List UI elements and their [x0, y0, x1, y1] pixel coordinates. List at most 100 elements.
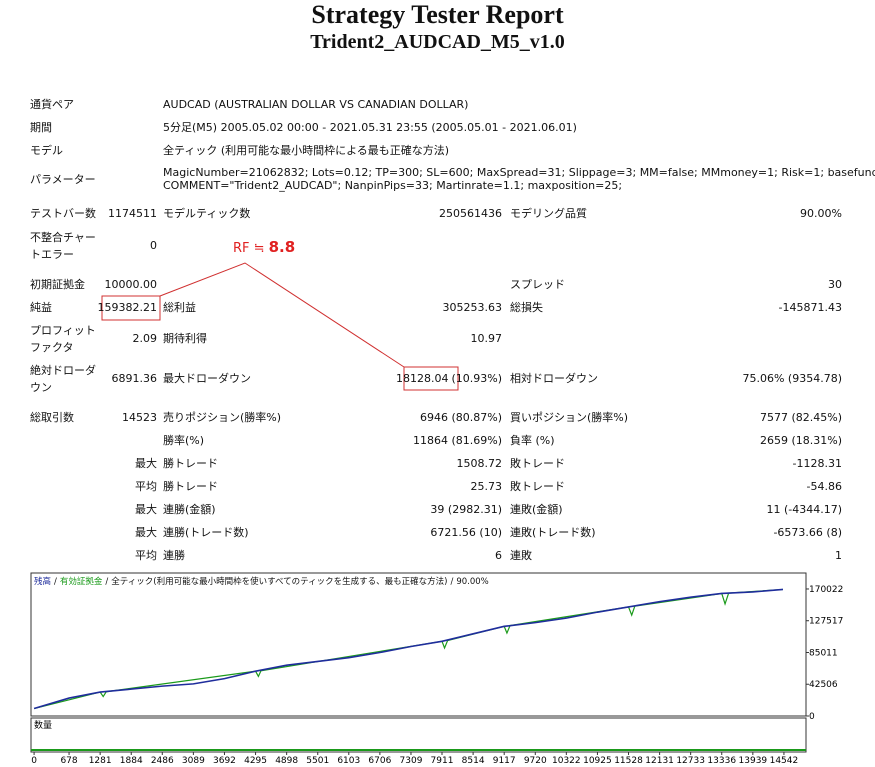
plot-frame [30, 572, 807, 717]
info-label: モデル [30, 144, 63, 157]
x-tick-label: 3089 [182, 756, 205, 766]
x-tick-label: 0 [31, 756, 37, 766]
stat-label: 連勝(金額) [163, 503, 216, 516]
x-tick-label: 2486 [151, 756, 174, 766]
stat-label: 勝トレード [163, 457, 218, 470]
stat-value-main: 6 [495, 549, 502, 562]
stat-value: 1 [835, 549, 842, 562]
stat-value: 90.00% [800, 207, 842, 220]
volume-frame [30, 717, 807, 753]
x-tick-label: 6706 [368, 756, 391, 766]
stat-label: 連勝(トレード数) [163, 526, 249, 539]
annotation: RF ≒ 8.8 [233, 239, 295, 257]
stat-value-main: 1508.72 [456, 457, 503, 470]
x-tick-label: 10322 [552, 756, 581, 766]
x-tick-label: 7911 [431, 756, 454, 766]
stat-value: 2.09 [132, 332, 158, 345]
stat-value: 6721.56 (10) [300, 525, 502, 541]
x-tick-label: 12131 [645, 756, 674, 766]
annotation-value: 8.8 [268, 238, 296, 256]
stat-label: スプレッド [510, 278, 565, 291]
info-label: 通貨ペア [30, 98, 74, 111]
stat-value: 最大 [135, 526, 157, 539]
legend-item: 有効証拠金 [60, 576, 103, 587]
y-tick-label: 42506 [809, 680, 838, 690]
series-line [33, 588, 783, 710]
x-tick-label: 11528 [614, 756, 643, 766]
stat-label: 絶対ドローダウン [30, 364, 96, 394]
stat-value: 6 [300, 548, 502, 564]
stat-value: 30 [828, 278, 842, 291]
stat-value-extra: (10.93%) [451, 372, 502, 385]
stat-label: 期待利得 [163, 332, 207, 345]
stat-value-main: 250561436 [439, 207, 502, 220]
stat-value: 11 (-4344.17) [766, 503, 842, 516]
legend: 残高 / 有効証拠金 / 全ティック(利用可能な最小時間枠を使いすべてのティックを生成す… [34, 576, 489, 587]
stat-value: 平均 [135, 549, 157, 562]
x-tick-label: 14542 [770, 756, 799, 766]
subtitle: Trident2_AUDCAD_M5_v1.0 [310, 31, 565, 53]
stat-value: 6891.36 [111, 372, 158, 385]
stat-value: 75.06% (9354.78) [742, 372, 842, 385]
x-tick-label: 1884 [120, 756, 143, 766]
highlight-box [403, 366, 459, 391]
legend-item: / [105, 577, 108, 587]
stat-label: 純益 [30, 301, 52, 314]
info-value: 全ティック (利用可能な最小時間枠による最も正確な方法) [163, 144, 450, 157]
info-label: パラメーター [30, 173, 96, 186]
legend-item: 残高 [34, 576, 51, 587]
x-tick-label: 7309 [400, 756, 423, 766]
stat-value: 6946 (80.87%) [300, 410, 502, 426]
stat-value-main: 11864 (81.69%) [412, 434, 502, 447]
parameter-line: MagicNumber=21062832; Lots=0.12; TP=300;… [163, 166, 875, 179]
y-tick-label: 0 [809, 712, 815, 722]
stat-value-main: 6946 (80.87%) [419, 411, 502, 424]
stat-label: 売りポジション(勝率%) [163, 411, 282, 424]
legend-item: / [450, 577, 453, 587]
legend-item: / [54, 577, 57, 587]
stat-value: -145871.43 [778, 301, 842, 314]
x-tick-label: 6103 [337, 756, 360, 766]
stat-label: 不整合チャートエラー [30, 231, 96, 261]
stat-value: 最大 [135, 503, 157, 516]
x-tick-label: 13336 [707, 756, 736, 766]
stat-value: 18128.04 (10.93%) [300, 371, 502, 387]
stat-label: 連敗(金額) [510, 503, 563, 516]
y-tick-label: 170022 [809, 585, 843, 595]
stat-label: 連敗 [510, 549, 532, 562]
stat-value: 25.73 [300, 479, 503, 495]
stat-value: 159382.21 [97, 301, 158, 314]
info-label: 期間 [30, 121, 52, 134]
stat-value-main: 25.73 [470, 480, 503, 493]
stat-value: 1174511 [108, 207, 157, 220]
stat-value: 11864 (81.69%) [300, 433, 502, 449]
stat-value: 平均 [135, 480, 157, 493]
x-tick-label: 4295 [244, 756, 267, 766]
x-tick-label: 8514 [462, 756, 485, 766]
stat-label: 相対ドローダウン [510, 372, 598, 385]
stat-value: 0 [150, 239, 157, 252]
x-tick-label: 12733 [676, 756, 705, 766]
stat-value: 305253.63 [300, 300, 503, 316]
x-tick-label: 4898 [275, 756, 298, 766]
stat-label: モデルティック数 [163, 207, 251, 220]
stat-value-main: 6721.56 (10) [430, 526, 502, 539]
stat-value: -54.86 [806, 480, 842, 493]
stat-label: 最大ドローダウン [163, 372, 251, 385]
series-line [33, 588, 784, 710]
stat-value: 39 (2982.31) [300, 502, 502, 518]
stat-label: 総取引数 [30, 411, 74, 424]
stat-label: 連勝 [163, 549, 185, 562]
x-tick-label: 678 [60, 756, 77, 766]
stat-label: テストバー数 [30, 207, 96, 220]
info-value: AUDCAD (AUSTRALIAN DOLLAR VS CANADIAN DO… [163, 98, 469, 111]
stat-label: 負率 (%) [510, 434, 555, 447]
stat-value: 1508.72 [300, 456, 503, 472]
x-tick-label: 3692 [213, 756, 236, 766]
parameter-line: COMMENT="Trident2_AUDCAD"; NanpinPips=33… [163, 179, 623, 192]
stat-label: 初期証拠金 [30, 278, 85, 291]
stat-label: 敗トレード [510, 457, 565, 470]
stat-value-main: 10.97 [470, 332, 503, 345]
